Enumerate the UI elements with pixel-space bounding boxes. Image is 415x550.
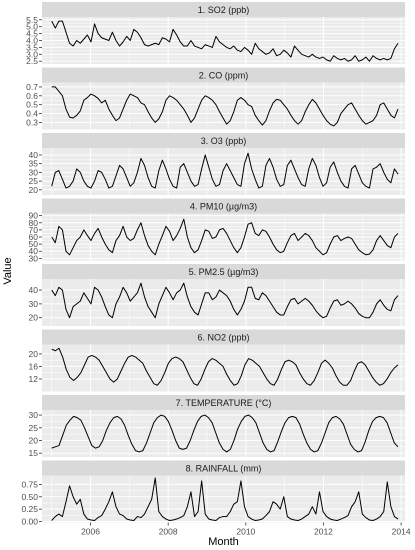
y-tick-label: 30 <box>29 167 39 177</box>
series-line <box>51 347 399 386</box>
y-tick-label: 15 <box>29 448 39 458</box>
y-tick-label: 3.0 <box>26 49 38 59</box>
y-tick-label: 25 <box>29 423 39 433</box>
y-tick-label: 0.3 <box>26 117 38 127</box>
facet-7: 7. TEMPERATURE (°C) 15 20 25 30 <box>29 395 405 458</box>
y-tick-label: 0.25 <box>21 504 38 514</box>
y-tick-label: 40 <box>29 150 39 160</box>
facet-strip <box>42 395 405 410</box>
facet-1: 1. SO2 (ppb) 2.53.03.54.04.55.05.5 <box>26 2 405 66</box>
y-tick-label: 3.5 <box>26 42 38 52</box>
facet-title: 8. RAINFALL (mm) <box>186 464 262 474</box>
facet-strip <box>42 2 405 17</box>
facet-2: 2. CO (ppm) 0.30.40.50.60.7 <box>26 67 405 130</box>
y-tick-label: 50 <box>29 239 39 249</box>
facet-strip <box>42 460 405 476</box>
series-line <box>51 86 399 127</box>
y-tick-label: 2.5 <box>26 56 38 66</box>
x-tick-label: 2012 <box>314 527 333 537</box>
series-line <box>51 152 399 189</box>
facet-8: 8. RAINFALL (mm) 0.00 0.25 0.50 0.75 <box>21 460 405 527</box>
y-tick-label: 4.5 <box>26 29 38 39</box>
y-tick-label: 80 <box>29 218 39 228</box>
y-tick-label: 0.7 <box>26 82 38 92</box>
y-tick-label: 70 <box>29 225 39 235</box>
y-tick-label: 0.00 <box>21 517 38 527</box>
facet-6: 6. NO2 (ppb) 12 16 20 <box>29 329 405 392</box>
x-axis: 2006 2008 2010 2012 2014 <box>81 522 411 537</box>
y-axis-title: Value <box>2 257 14 284</box>
y-tick-label: 4.0 <box>26 36 38 46</box>
y-tick-label: 0.6 <box>26 91 38 101</box>
x-tick-label: 2014 <box>392 527 411 537</box>
y-tick-label: 30 <box>29 410 39 420</box>
y-tick-label: 20 <box>29 185 39 195</box>
x-tick-label: 2010 <box>236 527 255 537</box>
panel-background <box>42 148 405 195</box>
y-tick-label: 90 <box>29 211 39 221</box>
facet-strip <box>42 329 405 345</box>
y-tick-label: 20 <box>29 313 39 323</box>
y-tick-label: 20 <box>29 435 39 445</box>
x-tick-label: 2006 <box>81 527 100 537</box>
x-axis-title: Month <box>208 536 239 548</box>
facet-title: 3. O3 (ppb) <box>201 136 247 146</box>
facet-title: 1. SO2 (ppb) <box>198 5 250 15</box>
y-tick-label: 40 <box>29 285 39 295</box>
facets: 1. SO2 (ppb) 2.53.03.54.04.55.05.5 2. CO (… <box>21 2 405 527</box>
y-tick-label: 0.50 <box>21 492 38 502</box>
facet-5: 5. PM2.5 (µg/m3) 20 30 40 <box>29 264 405 326</box>
series-line <box>51 20 399 62</box>
y-tick-label: 35 <box>29 159 39 169</box>
facet-strip <box>42 264 405 279</box>
x-tick-label: 2008 <box>159 527 178 537</box>
series-line <box>51 282 399 319</box>
y-tick-label: 5.0 <box>26 22 38 32</box>
facet-title: 5. PM2.5 (µg/m3) <box>189 267 259 277</box>
y-tick-label: 5.5 <box>26 15 38 25</box>
y-tick-label: 16 <box>29 361 39 371</box>
y-tick-label: 30 <box>29 299 39 309</box>
facet-title: 2. CO (ppm) <box>199 71 249 81</box>
y-tick-label: 40 <box>29 246 39 256</box>
y-tick-label: 30 <box>29 253 39 263</box>
facet-title: 7. TEMPERATURE (°C) <box>176 398 272 408</box>
y-tick-label: 0.5 <box>26 100 38 110</box>
facet-title: 4. PM10 (µg/m3) <box>190 202 257 212</box>
y-tick-label: 0.4 <box>26 109 38 119</box>
series-line <box>51 477 399 522</box>
facet-strip <box>42 133 405 148</box>
facet-strip <box>42 198 405 214</box>
series-line <box>51 414 399 453</box>
facet-strip <box>42 67 405 83</box>
y-tick-label: 25 <box>29 176 39 186</box>
facet-title: 6. NO2 (ppb) <box>197 333 249 343</box>
panel-background <box>42 82 405 130</box>
series-line <box>51 218 399 256</box>
y-tick-label: 0.75 <box>21 479 38 489</box>
y-tick-label: 60 <box>29 232 39 242</box>
y-tick-label: 20 <box>29 349 39 359</box>
y-tick-label: 12 <box>29 374 39 384</box>
